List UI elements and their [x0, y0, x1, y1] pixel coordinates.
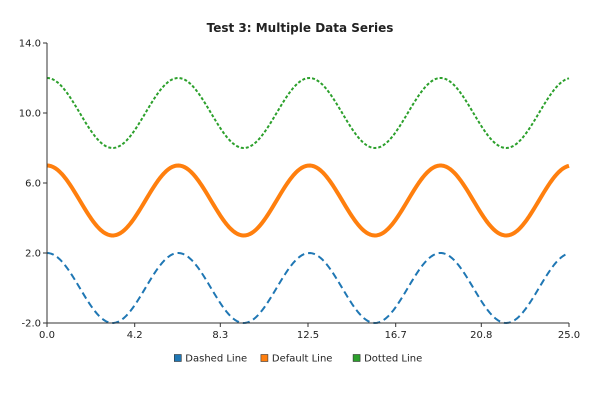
legend-label: Dotted Line: [364, 354, 422, 365]
legend-item: Dashed Line: [174, 354, 247, 365]
x-tick-label: 20.8: [470, 330, 492, 341]
series-line-dashed: [46, 252, 570, 324]
legend-item: Dotted Line: [352, 354, 422, 365]
legend-label: Dashed Line: [185, 354, 247, 365]
x-tick-label: 0.0: [39, 330, 55, 341]
series-line-solid: [46, 163, 570, 238]
x-tick-label: 8.3: [212, 330, 228, 341]
chart-title: Test 3: Multiple Data Series: [207, 21, 394, 35]
legend-swatch: [260, 354, 269, 362]
y-axis-ticks: -2.0 2.0 6.0 10.0 14.0: [19, 39, 47, 330]
legend-item: Default Line: [260, 354, 333, 365]
legend-label: Default Line: [272, 354, 333, 365]
legend-swatch: [352, 354, 361, 362]
x-tick-label: 16.7: [385, 330, 407, 341]
x-tick-label: 12.5: [297, 330, 319, 341]
series-line-dotted: [46, 77, 570, 149]
plot-lines: [46, 77, 570, 324]
x-axis-ticks: 0.0 4.2 8.3 12.5 16.7 20.8 25.0: [39, 323, 580, 341]
legend: Dashed Line Default Line Dotted Line: [174, 354, 422, 365]
x-tick-label: 4.2: [127, 330, 143, 341]
y-tick-label: 2.0: [25, 249, 41, 260]
y-tick-label: -2.0: [21, 319, 41, 330]
x-tick-label: 25.0: [558, 330, 580, 341]
y-tick-label: 14.0: [19, 39, 41, 50]
legend-swatch: [174, 354, 182, 362]
y-tick-label: 10.0: [19, 109, 41, 120]
y-tick-label: 6.0: [25, 179, 41, 190]
